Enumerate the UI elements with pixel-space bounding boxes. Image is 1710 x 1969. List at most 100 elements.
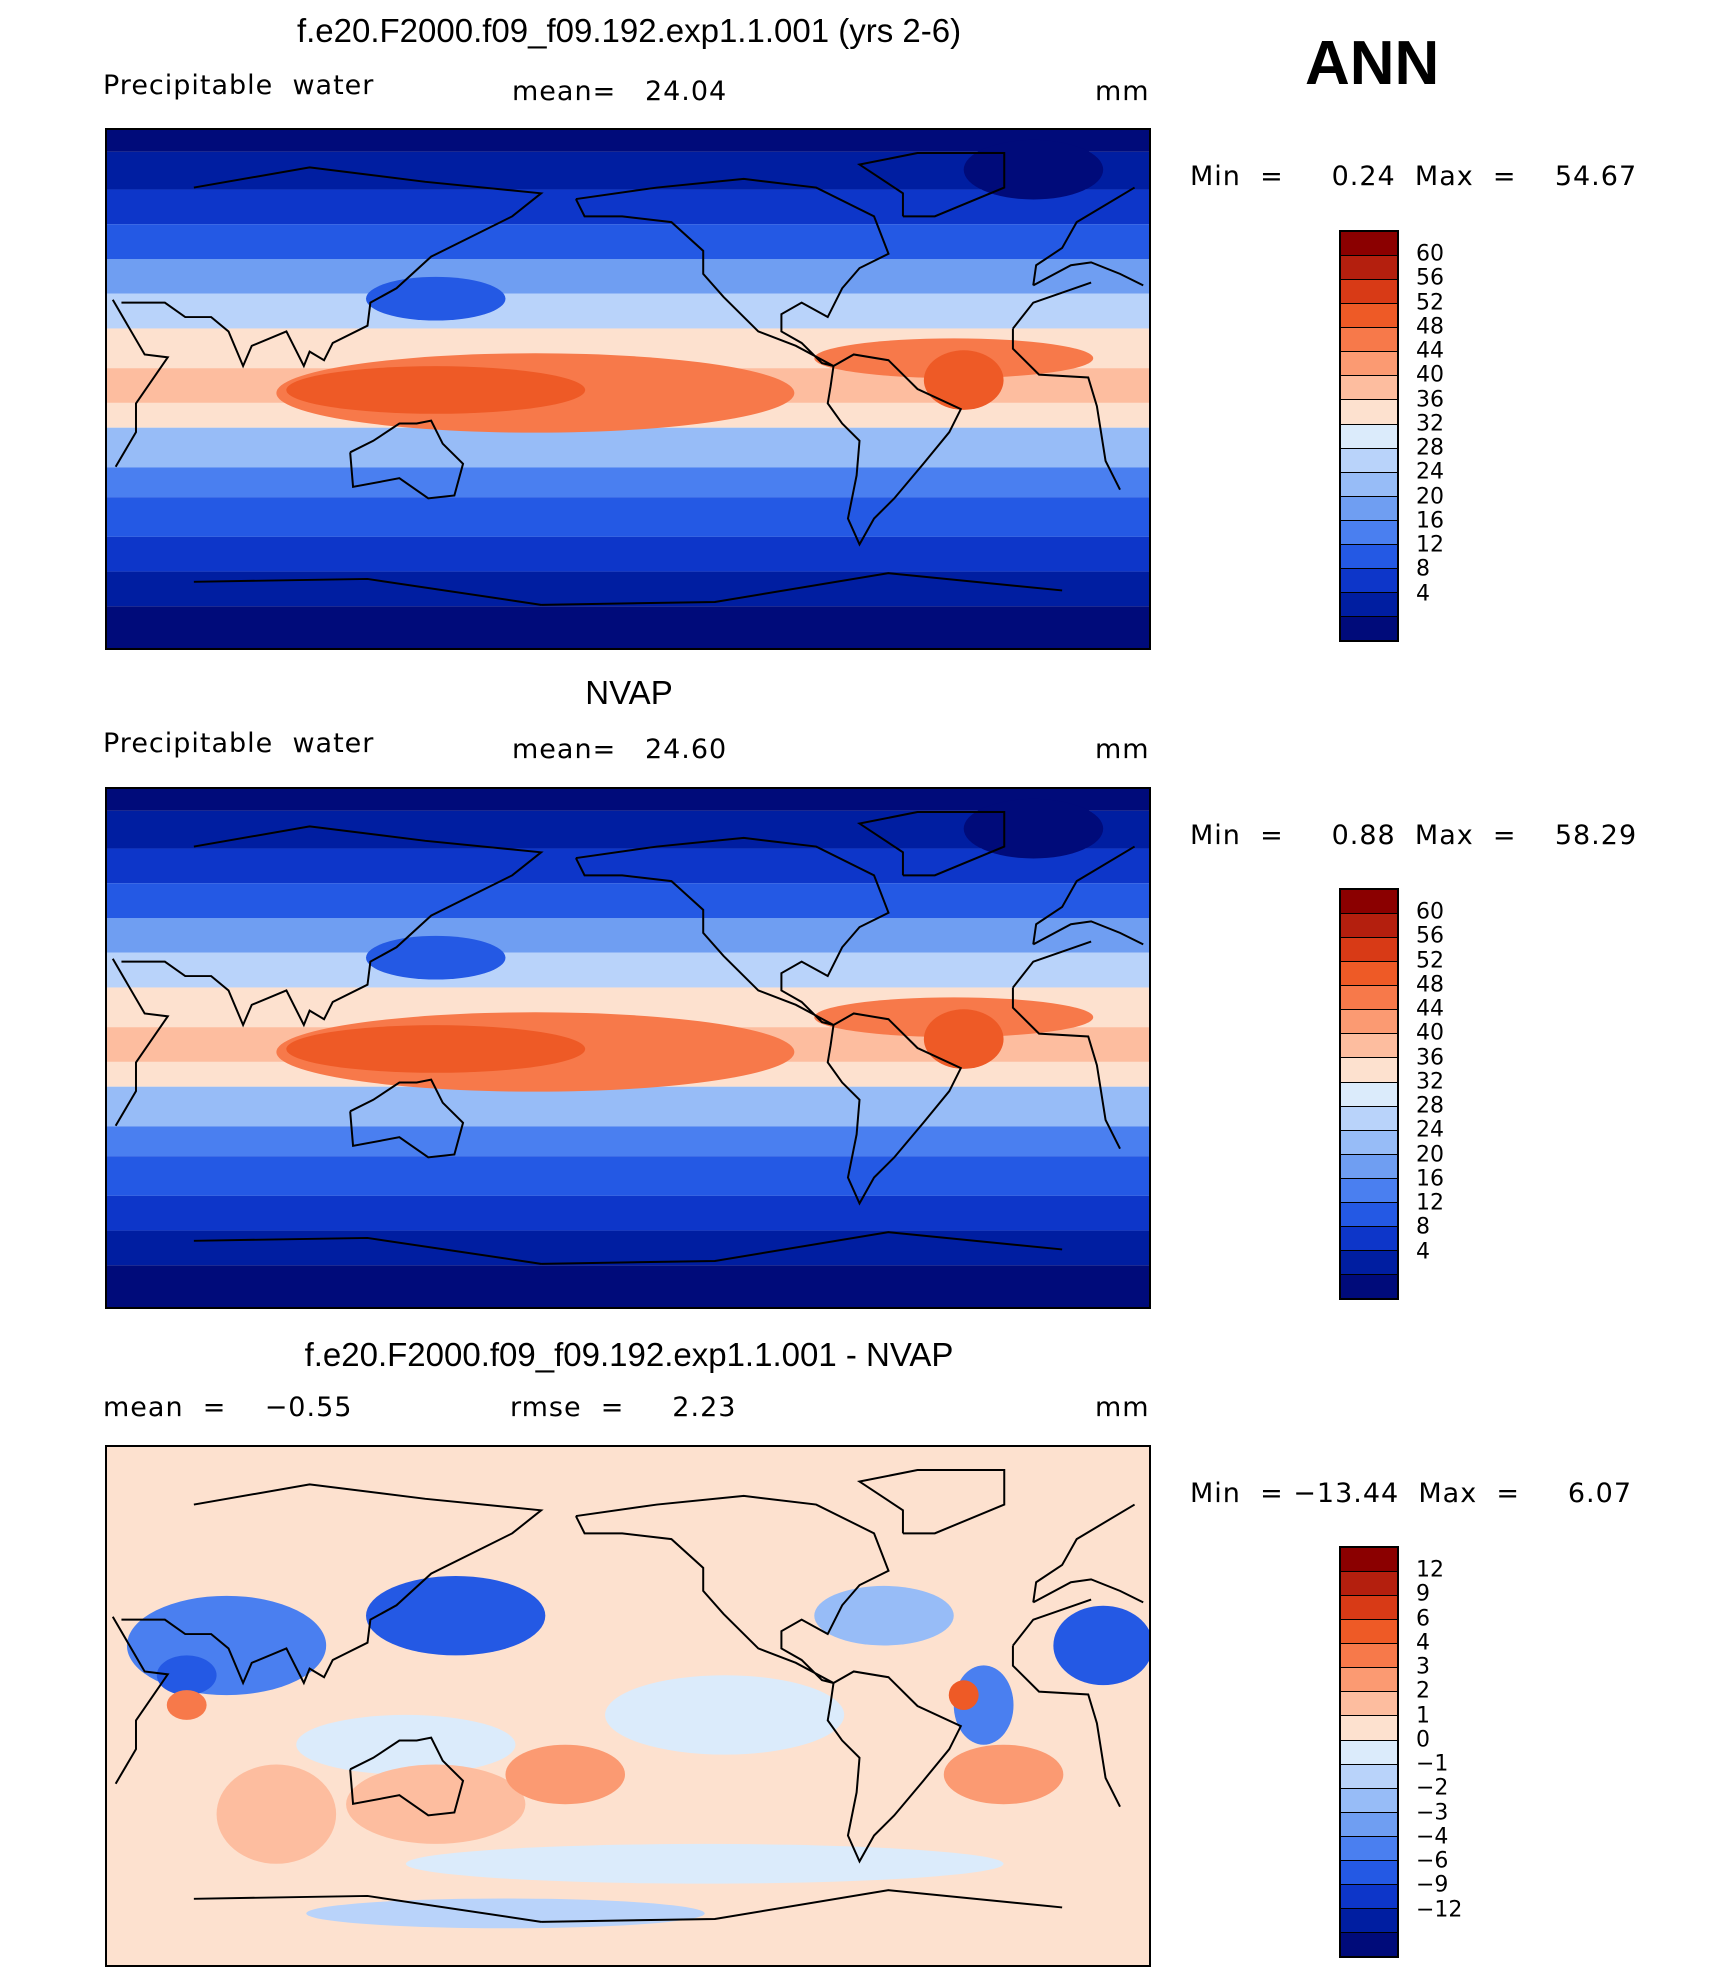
- colorbar-swatch: [1341, 1933, 1397, 1957]
- colorbar-tick-label: 4: [1416, 581, 1430, 607]
- colorbar-tick-label: 3: [1416, 1654, 1430, 1680]
- colorbar-tick-label: 1: [1416, 1703, 1430, 1729]
- colorbar-tick-label: 32: [1416, 411, 1444, 437]
- colorbar-swatch: [1341, 232, 1397, 257]
- colorbar-tick-label: 16: [1416, 508, 1444, 534]
- colorbar-swatch: [1341, 256, 1397, 281]
- colorbar-swatch: [1341, 617, 1397, 641]
- colorbar-swatch: [1341, 1908, 1397, 1933]
- colorbar-swatch: [1341, 1106, 1397, 1131]
- colorbar-tick-label: 4: [1416, 1630, 1430, 1656]
- colorbar-tick-label: 52: [1416, 290, 1444, 316]
- colorbar-swatch: [1341, 1154, 1397, 1179]
- colorbar-swatch: [1341, 1034, 1397, 1059]
- colorbar-swatch: [1341, 1740, 1397, 1765]
- colorbar-tick-label: 0: [1416, 1727, 1430, 1753]
- colorbar-tick-label: −1: [1416, 1751, 1449, 1777]
- colorbar-swatch: [1341, 400, 1397, 425]
- panel-1-variable-label: Precipitable water: [103, 70, 375, 101]
- panel-3-units-label: mm: [1095, 1392, 1150, 1423]
- colorbar-swatch: [1341, 568, 1397, 593]
- colorbar-tick-label: 12: [1416, 1190, 1444, 1216]
- panel-2-colorbar: [1339, 888, 1399, 1300]
- colorbar-tick-label: 28: [1416, 435, 1444, 461]
- colorbar-swatch: [1341, 1250, 1397, 1275]
- colorbar-tick-label: 36: [1416, 1045, 1444, 1071]
- panel-1-units-label: mm: [1095, 76, 1150, 107]
- colorbar-swatch: [1341, 1716, 1397, 1741]
- colorbar-tick-label: −4: [1416, 1824, 1449, 1850]
- season-label: ANN: [1305, 29, 1440, 98]
- panel-3-rmse-label: rmse = 2.23: [510, 1392, 737, 1423]
- colorbar-tick-label: 44: [1416, 996, 1444, 1022]
- colorbar-swatch: [1341, 472, 1397, 497]
- panel-1-title: f.e20.F2000.f09_f09.192.exp1.1.001 (yrs …: [296, 12, 962, 49]
- colorbar-tick-label: −12: [1416, 1897, 1463, 1923]
- panel-3-title: f.e20.F2000.f09_f09.192.exp1.1.001 - NVA…: [304, 1336, 954, 1373]
- colorbar-swatch: [1341, 1226, 1397, 1251]
- colorbar-swatch: [1341, 328, 1397, 353]
- colorbar-swatch: [1341, 962, 1397, 987]
- panel-1-map: [105, 128, 1151, 650]
- colorbar-tick-label: 32: [1416, 1069, 1444, 1095]
- colorbar-swatch: [1341, 352, 1397, 377]
- panel-3-map: [105, 1445, 1151, 1967]
- colorbar-tick-label: 12: [1416, 1557, 1444, 1583]
- colorbar-tick-label: −6: [1416, 1848, 1449, 1874]
- colorbar-swatch: [1341, 938, 1397, 963]
- colorbar-swatch: [1341, 1644, 1397, 1669]
- colorbar-tick-label: 44: [1416, 338, 1444, 364]
- panel-2-map: [105, 787, 1151, 1309]
- colorbar-tick-label: 60: [1416, 241, 1444, 267]
- colorbar-tick-label: 12: [1416, 532, 1444, 558]
- panel-1-colorbar: [1339, 230, 1399, 642]
- colorbar-swatch: [1341, 1860, 1397, 1885]
- colorbar-tick-label: 24: [1416, 1117, 1444, 1143]
- colorbar-swatch: [1341, 1692, 1397, 1717]
- colorbar-swatch: [1341, 1884, 1397, 1909]
- panel-3-mean-label: mean = −0.55: [103, 1392, 353, 1423]
- colorbar-swatch: [1341, 1275, 1397, 1299]
- panel-3-colorbar: [1339, 1546, 1399, 1958]
- colorbar-tick-label: 6: [1416, 1606, 1430, 1632]
- colorbar-swatch: [1341, 1572, 1397, 1597]
- colorbar-swatch: [1341, 1010, 1397, 1035]
- colorbar-tick-label: 28: [1416, 1093, 1444, 1119]
- colorbar-tick-label: 36: [1416, 387, 1444, 413]
- colorbar-swatch: [1341, 1130, 1397, 1155]
- colorbar-tick-label: 24: [1416, 459, 1444, 485]
- colorbar-swatch: [1341, 1082, 1397, 1107]
- panel-2-variable-label: Precipitable water: [103, 728, 375, 759]
- panel-2-mean-label: mean= 24.60: [512, 734, 728, 765]
- colorbar-swatch: [1341, 448, 1397, 473]
- colorbar-swatch: [1341, 1836, 1397, 1861]
- panel-1-contour-map: [107, 130, 1149, 648]
- colorbar-tick-label: 4: [1416, 1239, 1430, 1265]
- colorbar-swatch: [1341, 890, 1397, 915]
- panel-1-minmax-label: Min = 0.24 Max = 54.67: [1190, 161, 1638, 192]
- colorbar-tick-label: 48: [1416, 314, 1444, 340]
- colorbar-tick-label: 2: [1416, 1678, 1430, 1704]
- colorbar-swatch: [1341, 424, 1397, 449]
- colorbar-swatch: [1341, 304, 1397, 329]
- colorbar-swatch: [1341, 1620, 1397, 1645]
- colorbar-tick-label: 56: [1416, 265, 1444, 291]
- colorbar-swatch: [1341, 914, 1397, 939]
- panel-2-title: NVAP: [585, 674, 673, 711]
- colorbar-swatch: [1341, 986, 1397, 1011]
- colorbar-tick-label: 8: [1416, 1214, 1430, 1240]
- colorbar-swatch: [1341, 544, 1397, 569]
- colorbar-tick-label: 40: [1416, 1020, 1444, 1046]
- colorbar-tick-label: −3: [1416, 1800, 1449, 1826]
- colorbar-tick-label: 40: [1416, 362, 1444, 388]
- panel-2-units-label: mm: [1095, 734, 1150, 765]
- panel-2-minmax-label: Min = 0.88 Max = 58.29: [1190, 820, 1638, 851]
- colorbar-swatch: [1341, 592, 1397, 617]
- colorbar-swatch: [1341, 1202, 1397, 1227]
- colorbar-swatch: [1341, 1178, 1397, 1203]
- colorbar-swatch: [1341, 1596, 1397, 1621]
- colorbar-tick-label: 16: [1416, 1166, 1444, 1192]
- colorbar-swatch: [1341, 376, 1397, 401]
- colorbar-tick-label: −9: [1416, 1872, 1449, 1898]
- panel-3-minmax-label: Min = −13.44 Max = 6.07: [1190, 1478, 1633, 1509]
